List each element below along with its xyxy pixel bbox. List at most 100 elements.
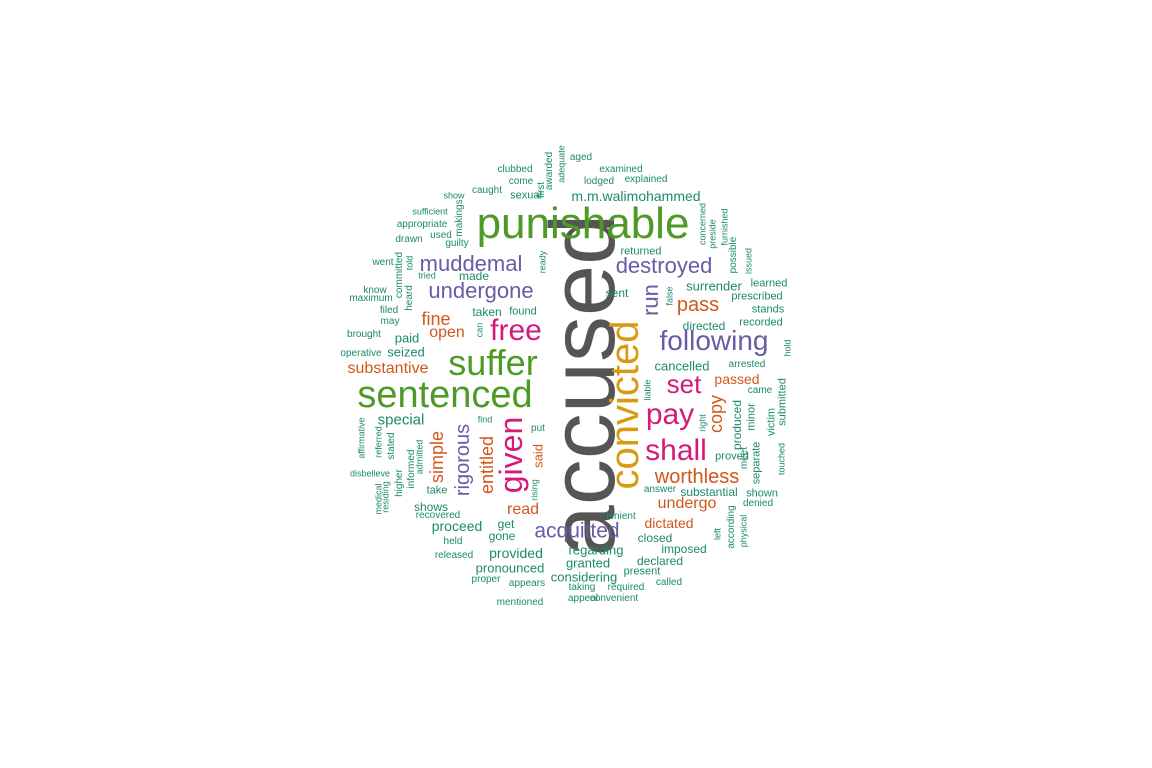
word-lodged: lodged — [583, 176, 615, 187]
word-right: right — [697, 414, 708, 432]
word-tried: tried — [418, 270, 436, 281]
word-brought: brought — [347, 329, 381, 340]
word-special: special — [377, 411, 425, 429]
word-pronounced: pronounced — [475, 560, 545, 576]
word-substantial: substantial — [680, 485, 738, 499]
word-know: know — [363, 285, 387, 296]
word-punishable: punishable — [476, 199, 690, 248]
word-substantive: substantive — [347, 360, 429, 377]
word-worthless: worthless — [654, 466, 740, 488]
word-answer: answer — [643, 484, 677, 495]
word-submitted: submitted — [776, 378, 789, 426]
word-higher: higher — [394, 469, 405, 497]
word-learned: learned — [750, 277, 788, 290]
word-affirmative: affirmative — [356, 417, 367, 459]
word-gone: gone — [488, 529, 516, 543]
word-called: called — [655, 577, 683, 588]
word-held: held — [443, 536, 463, 547]
word-taking: taking — [568, 582, 596, 593]
word-take: take — [426, 484, 448, 497]
word-sent: sent — [605, 286, 629, 300]
word-physical: physical — [738, 514, 749, 548]
word-put: put — [531, 423, 545, 434]
word-residing: residing — [380, 481, 391, 513]
word-produced: produced — [730, 399, 744, 451]
word-returned: returned — [620, 245, 662, 258]
word-issued: issued — [743, 247, 754, 275]
word-appeal: appeal — [567, 593, 599, 604]
word-made: made — [458, 269, 490, 283]
word-examined: examined — [599, 164, 643, 175]
word-undergone: undergone — [428, 278, 534, 303]
word-preside: preside — [707, 219, 718, 249]
word-went: went — [372, 257, 394, 268]
word-found: found — [509, 305, 537, 318]
word-cancelled: cancelled — [654, 358, 710, 374]
word-prescribed: prescribed — [731, 290, 783, 303]
word-considering: considering — [550, 569, 618, 585]
word-possible: possible — [728, 236, 739, 274]
word-recovered: recovered — [415, 510, 461, 521]
word-meet: meet — [739, 446, 750, 470]
word-imposed: imposed — [661, 542, 707, 556]
word-may: may — [380, 316, 400, 327]
word-stated: stated — [386, 432, 397, 460]
word-given: given — [493, 416, 529, 494]
word-m-m-walimohammed: m.m.walimohammed — [571, 188, 701, 204]
word-makings: makings — [454, 199, 465, 237]
word-minor: minor — [745, 403, 758, 431]
word-sufficient: sufficient — [412, 206, 448, 217]
word-copy: copy — [706, 394, 726, 434]
word-liable: liable — [642, 379, 653, 401]
word-came: came — [747, 385, 773, 396]
word-touched: touched — [776, 442, 787, 476]
word-admitted: admitted — [414, 439, 425, 475]
word-pay: pay — [645, 398, 695, 431]
word-filed: filed — [379, 305, 399, 316]
word-recorded: recorded — [739, 316, 783, 329]
word-lenient: lenient — [606, 511, 636, 522]
word-denied: denied — [742, 498, 774, 509]
word-suffer: suffer — [448, 342, 538, 383]
word-simple: simple — [427, 430, 447, 484]
word-awarded: awarded — [544, 151, 555, 191]
word-operative: operative — [340, 348, 382, 359]
word-free: free — [490, 314, 542, 347]
word-find: find — [477, 414, 493, 425]
word-drawn: drawn — [395, 234, 423, 245]
word-declared: declared — [636, 554, 684, 568]
word-arrested: arrested — [728, 359, 766, 370]
word-pass: pass — [676, 294, 720, 316]
word-seized: seized — [387, 344, 425, 360]
word-rigorous: rigorous — [452, 423, 474, 497]
word-left: left — [712, 527, 723, 541]
word-convicted: convicted — [603, 320, 647, 490]
word-false: false — [664, 286, 675, 306]
word-open: open — [429, 324, 465, 341]
word-following: following — [659, 325, 769, 356]
word-adequate: adequate — [556, 145, 567, 183]
word-proved: proved — [715, 450, 749, 463]
word-told: told — [404, 255, 415, 271]
word-released: released — [434, 550, 474, 561]
word-closed: closed — [637, 531, 673, 545]
word-entitled: entitled — [477, 435, 497, 495]
word-hold: hold — [782, 339, 793, 357]
word-acquitted: acquitted — [534, 519, 620, 543]
word-sexual: sexual — [510, 189, 542, 202]
word-shown: shown — [746, 487, 778, 500]
word-appears: appears — [508, 578, 546, 589]
word-shows: shows — [413, 500, 449, 514]
word-muddemal: muddemal — [419, 251, 523, 276]
word-provided: provided — [489, 545, 543, 561]
word-proper: proper — [471, 574, 501, 585]
word-according: according — [726, 505, 737, 549]
word-heard: heard — [404, 285, 415, 311]
word-ready: ready — [537, 250, 548, 274]
word-paid: paid — [394, 330, 420, 346]
word-guilty: guilty — [445, 238, 469, 249]
word-fine: fine — [421, 309, 451, 329]
word-referred: referred — [373, 426, 384, 458]
word-concerned: concerned — [697, 202, 708, 246]
